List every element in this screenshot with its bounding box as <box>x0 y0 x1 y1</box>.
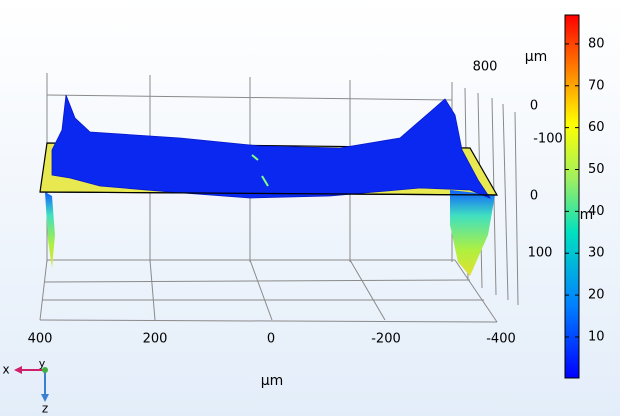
axis-triad: x y z <box>2 357 49 416</box>
colorbar-ticks: 10 20 30 40 50 60 70 80 <box>565 36 605 344</box>
x-axis-unit: µm <box>261 373 284 389</box>
colorbar-tick-label: 30 <box>588 246 605 261</box>
surface <box>51 94 492 199</box>
colorbar-tick-label: 80 <box>588 36 605 51</box>
x-tick-label: -200 <box>371 332 401 347</box>
triad-z: z <box>42 402 48 416</box>
colorbar-tick-label: 20 <box>588 288 605 303</box>
x-tick-label: 400 <box>28 332 53 347</box>
right-lobe <box>450 190 495 276</box>
y-axis-unit: µm <box>525 49 548 65</box>
colorbar-tick-label: 50 <box>588 162 605 177</box>
z-tick-label: 0 <box>530 189 538 204</box>
colorbar-tick-label: 70 <box>588 78 605 93</box>
frame-edge <box>39 191 498 196</box>
z-tick-label: 0 <box>530 99 538 114</box>
x-tick-label: 200 <box>143 332 168 347</box>
triad-x: x <box>2 363 9 377</box>
y-tick-label: 800 <box>473 60 498 75</box>
colorbar-tick-label: 40 <box>588 204 605 219</box>
colorbar-tick-label: 60 <box>588 120 605 135</box>
x-tick-label: -400 <box>486 332 516 347</box>
x-tick-label: 0 <box>267 332 275 347</box>
surface-highlight <box>251 154 269 187</box>
colorbar <box>564 14 580 379</box>
axis-grid <box>39 73 519 323</box>
z-tick-label: -100 <box>533 132 563 147</box>
colorbar-tick-label: 10 <box>588 329 605 344</box>
triad-y: y <box>39 357 46 370</box>
z-tick-label: 100 <box>528 246 553 261</box>
left-lobe <box>45 192 55 268</box>
